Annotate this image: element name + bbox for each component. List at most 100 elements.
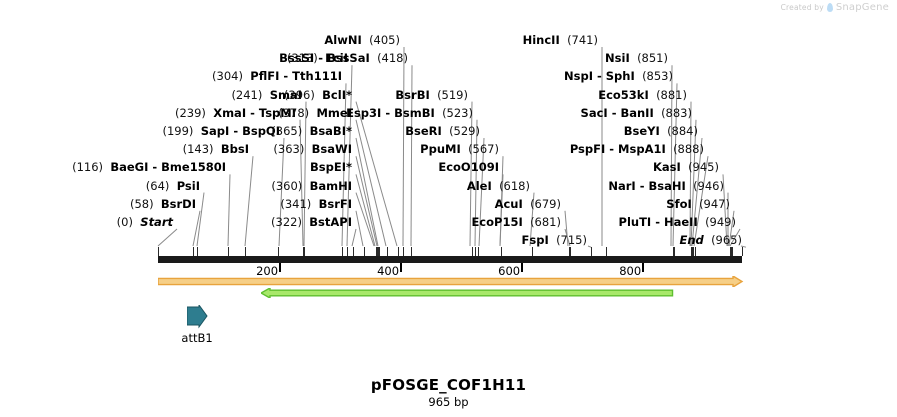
restriction-site-label: (241) SmaI	[231, 89, 302, 101]
enzyme-name: BssSI	[279, 51, 315, 66]
enzyme-name: Start	[140, 215, 173, 229]
leader-line-layer	[157, 46, 747, 248]
restriction-site-label: (64) PsiI	[146, 180, 200, 192]
restriction-site-label: AlwNI (405)	[324, 34, 400, 46]
site-position: (949)	[705, 215, 736, 229]
restriction-site-label: (58) BsrDI	[130, 198, 196, 210]
leader-line	[402, 46, 405, 247]
leader-line	[564, 210, 569, 247]
restriction-site-label: NsiI (851)	[605, 52, 668, 64]
restriction-site-label: SacI - BanII (883)	[581, 107, 692, 119]
site-position: (888)	[673, 142, 704, 157]
leader-line	[691, 137, 703, 247]
leader-line	[227, 174, 231, 247]
restriction-site-label: (378) MmeI	[278, 107, 352, 119]
feature-label-attb1: attB1	[181, 331, 213, 345]
restriction-site-label: NspI - SphI (853)	[564, 70, 673, 82]
plasmid-title: pFOSGE_COF1H11	[370, 376, 527, 394]
restriction-site-label: NarI - BsaHI (946)	[608, 180, 724, 192]
enzyme-name: NarI	[608, 178, 636, 193]
restriction-site-label: (304) PflFI - Tth111I	[212, 70, 342, 82]
name-separator: -	[607, 105, 621, 120]
site-tick	[474, 247, 476, 256]
leader-line	[672, 83, 678, 247]
enzyme-name: BsaBI*	[309, 124, 352, 138]
enzyme-name: BbsI	[220, 142, 249, 157]
leader-line	[278, 137, 285, 247]
site-tick	[375, 247, 377, 256]
snapgene-watermark: Created by SnapGene	[781, 2, 889, 13]
site-position: (0)	[116, 215, 133, 229]
enzyme-name: EciI	[325, 51, 348, 66]
site-position: (947)	[699, 196, 730, 211]
leader-line	[355, 101, 398, 247]
enzyme-name: BsmBI	[394, 105, 435, 120]
name-separator: -	[651, 215, 664, 229]
restriction-site-label: PspFI - MspA1I (888)	[570, 143, 704, 155]
name-separator: -	[381, 105, 395, 120]
enzyme-name: BsaHI	[648, 178, 686, 193]
enzyme-name: PspFI	[569, 142, 606, 157]
feature-range-arrow	[260, 288, 674, 298]
name-separator: -	[635, 178, 649, 193]
enzyme-name: BclI*	[322, 87, 352, 102]
axis-tick-mark	[642, 263, 645, 272]
axis-tick-label: 600	[498, 264, 521, 278]
enzyme-name: FspI	[521, 233, 549, 248]
enzyme-name: MspA1I	[618, 142, 666, 157]
restriction-site-label: (360) BamHI	[271, 180, 352, 192]
name-separator: -	[592, 69, 606, 84]
site-tick	[378, 247, 380, 256]
axis-tick-label: 400	[377, 264, 400, 278]
site-position: (116)	[72, 160, 104, 175]
site-tick	[196, 247, 198, 256]
leader-line	[410, 65, 413, 247]
axis-tick-label: 800	[619, 264, 642, 278]
leader-line	[499, 174, 504, 247]
site-tick	[693, 247, 694, 256]
restriction-site-label: Esp3I - BsmBI (523)	[346, 107, 473, 119]
name-separator: -	[314, 51, 327, 66]
site-position: (945)	[688, 160, 719, 175]
name-separator: -	[279, 69, 293, 84]
site-tick	[472, 247, 474, 256]
site-tick	[695, 247, 697, 256]
site-tick	[478, 247, 480, 256]
site-tick	[606, 247, 608, 256]
site-tick	[590, 247, 592, 256]
enzyme-name: BssSaI	[326, 51, 370, 66]
site-position: (881)	[656, 87, 687, 102]
plasmid-length: 965 bp	[428, 395, 469, 409]
leader-line	[690, 119, 697, 247]
restriction-site-label: BseRI (529)	[405, 125, 480, 137]
restriction-site-label: BsrBI (519)	[395, 89, 468, 101]
watermark-brand-text: SnapGene	[835, 2, 889, 13]
site-position: (322)	[271, 215, 302, 229]
watermark-created-by-text: Created by	[780, 3, 824, 12]
site-position: (519)	[437, 87, 468, 102]
restriction-site-label: (322) BstAPI	[271, 216, 352, 228]
enzyme-name: XmaI	[213, 105, 247, 120]
enzyme-name: TspMI	[258, 105, 296, 120]
restriction-site-label: (239) XmaI - TspMI	[175, 107, 296, 119]
site-position: (396)	[283, 87, 315, 102]
site-tick	[692, 247, 694, 256]
site-position: (304)	[212, 69, 243, 84]
name-separator: -	[246, 105, 259, 120]
site-position: (58)	[129, 196, 154, 211]
restriction-site-label: SfoI (947)	[666, 198, 730, 210]
enzyme-name: BanII	[620, 105, 654, 120]
site-position: (378)	[278, 105, 310, 120]
site-position: (64)	[145, 178, 170, 193]
restriction-site-label: (199) SapI - BspQI	[163, 125, 281, 137]
leader-line	[529, 192, 535, 247]
site-tick	[386, 247, 388, 256]
site-tick	[303, 247, 305, 256]
leader-line	[351, 228, 357, 247]
site-tick	[674, 247, 676, 256]
enzyme-name: BsaWI	[311, 142, 352, 157]
feature-arrow-shape	[158, 276, 744, 287]
restriction-site-label: BspEI*	[310, 161, 352, 173]
site-position: (143)	[182, 142, 214, 157]
enzyme-name: BsrFI	[318, 196, 352, 211]
